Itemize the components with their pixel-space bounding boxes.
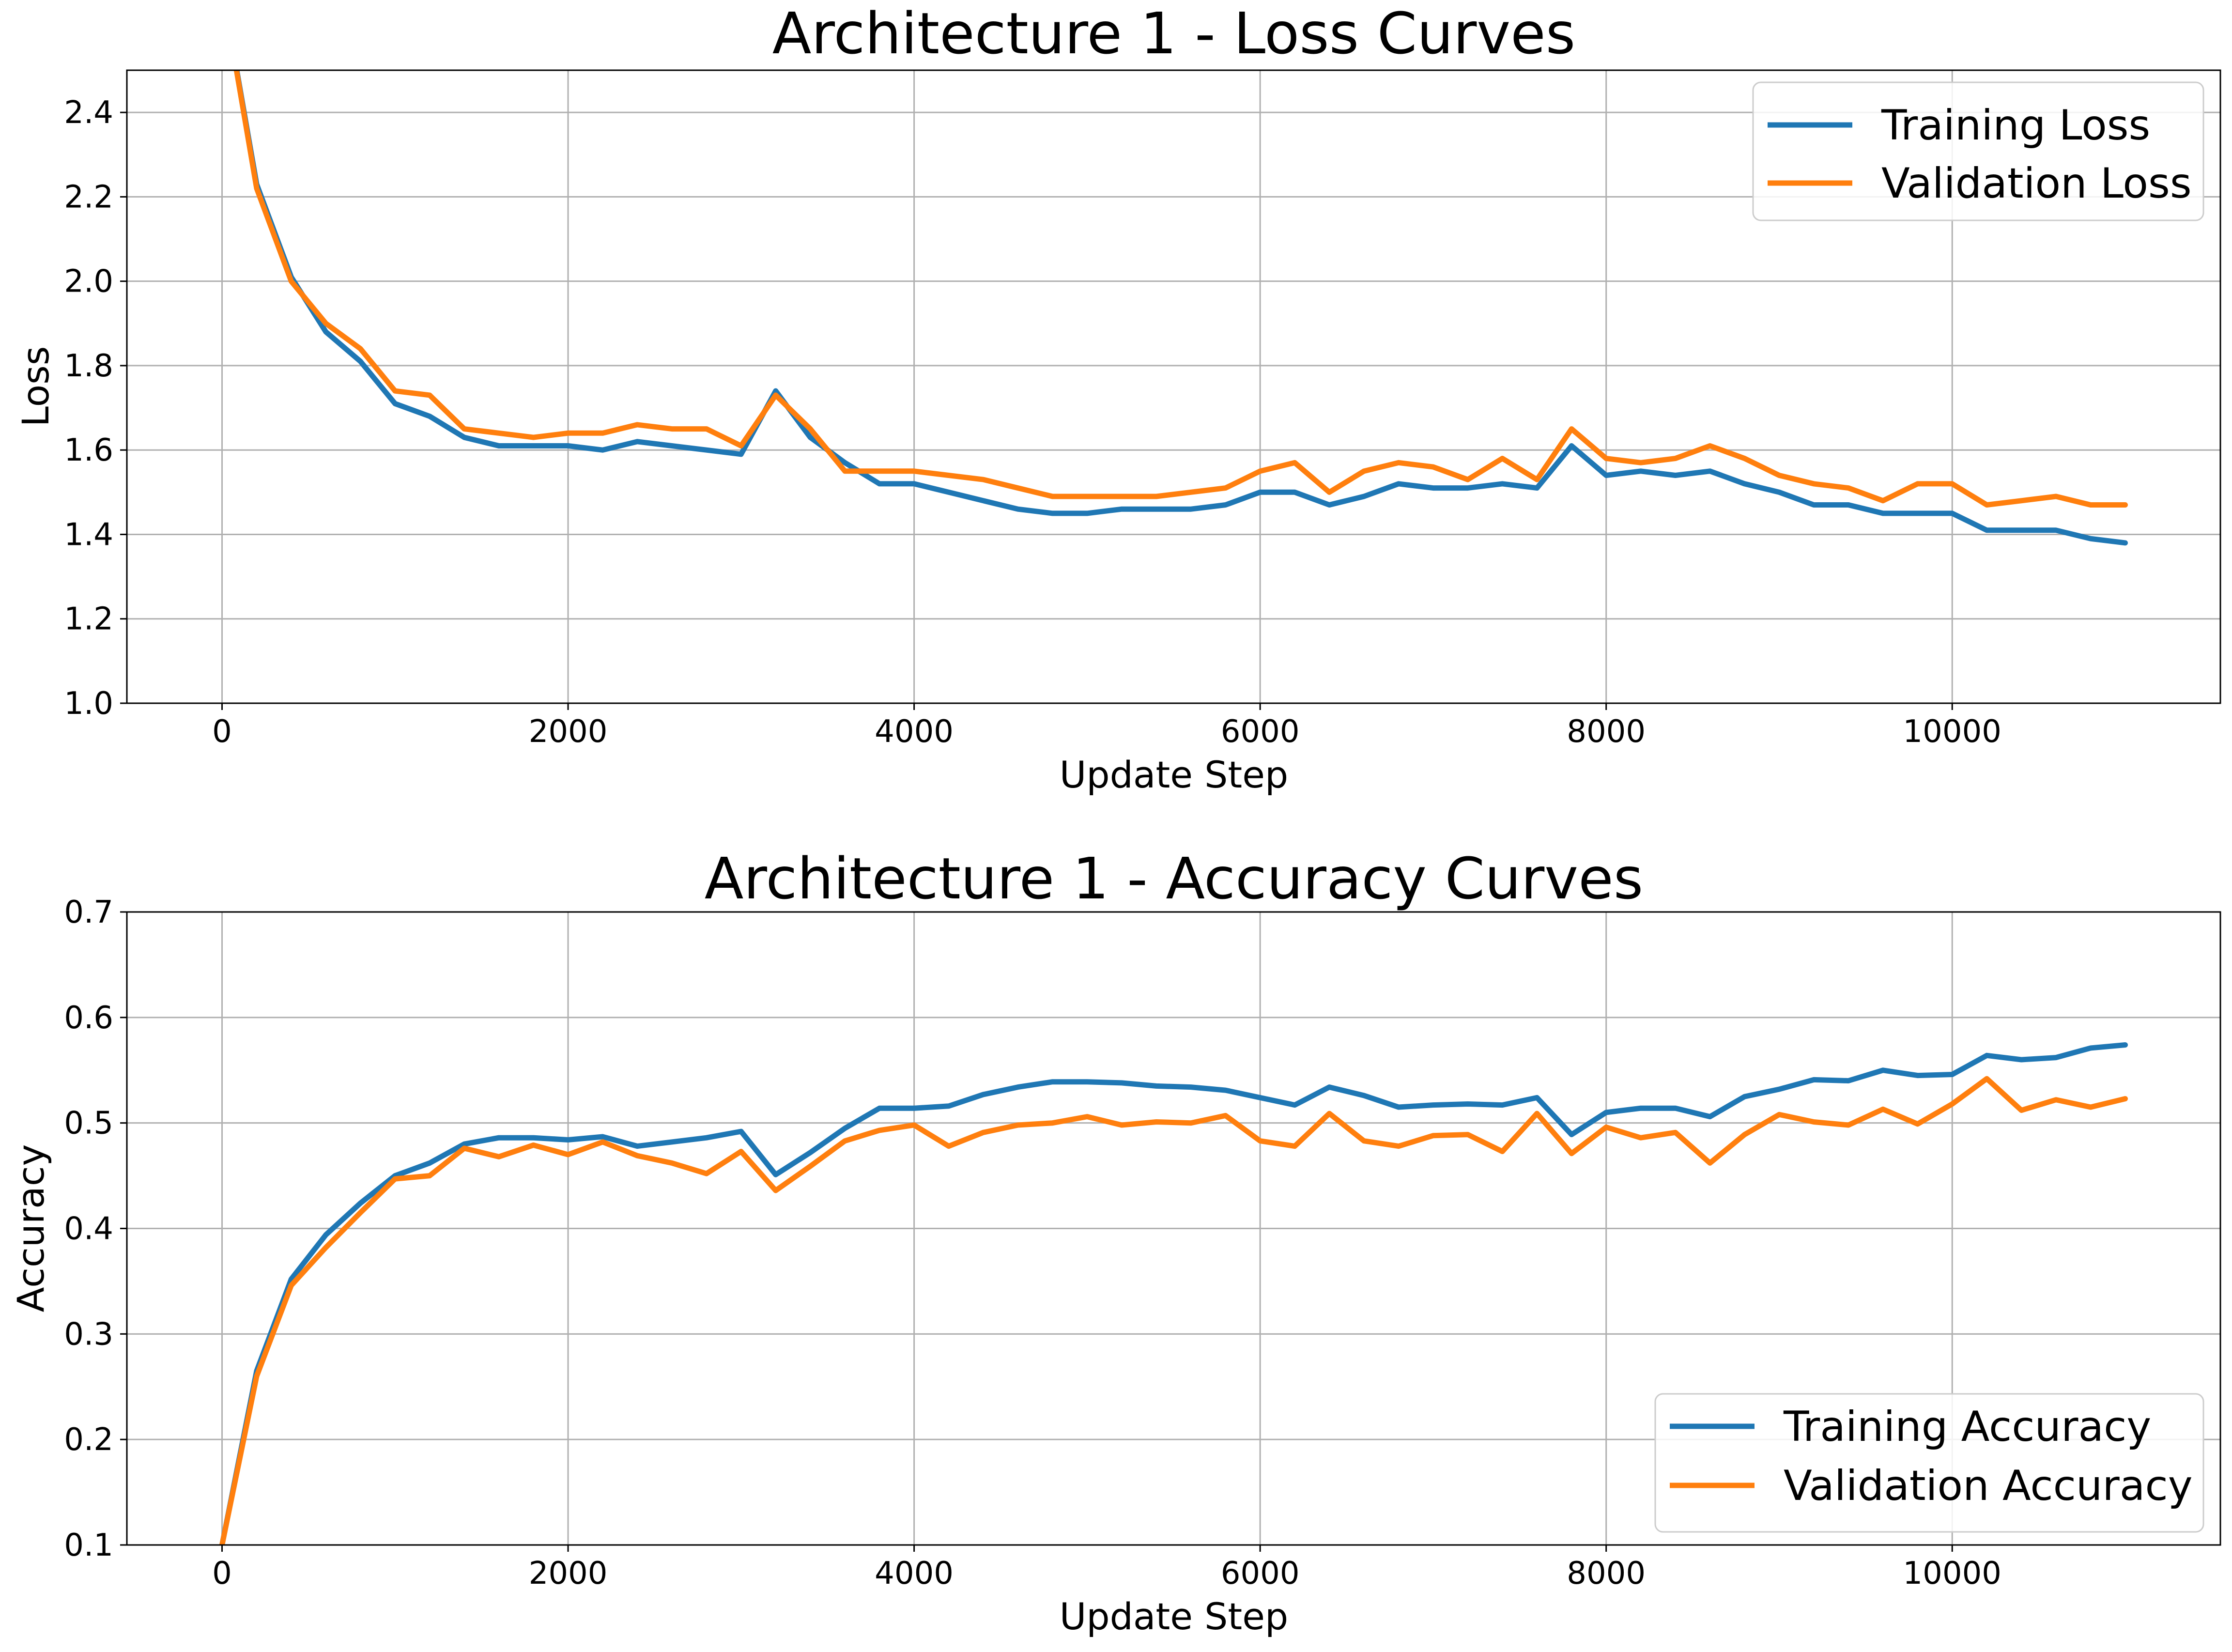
loss-legend-validation-label: Validation Loss bbox=[1881, 159, 2192, 208]
accuracy-x-tick-label: 4000 bbox=[875, 1556, 954, 1591]
loss-chart-title: Architecture 1 - Loss Curves bbox=[772, 0, 1576, 67]
accuracy-x-tick-label: 8000 bbox=[1567, 1556, 1646, 1591]
loss-y-tick-label: 1.8 bbox=[64, 348, 113, 384]
accuracy-legend-validation-label: Validation Accuracy bbox=[1784, 1462, 2193, 1510]
accuracy-validation-line bbox=[219, 1076, 2128, 1545]
loss-legend-box bbox=[1752, 81, 2204, 221]
accuracy-legend-training-label: Training Accuracy bbox=[1783, 1403, 2151, 1451]
accuracy-x-tick-label: 0 bbox=[212, 1556, 232, 1591]
accuracy-y-tick-label: 0.1 bbox=[64, 1528, 113, 1563]
loss-y-tick-label: 1.2 bbox=[64, 602, 113, 637]
loss-plot-frame bbox=[126, 69, 2221, 704]
accuracy-y-tick-label: 0.2 bbox=[64, 1422, 113, 1458]
loss-x-axis-label: Update Step bbox=[1060, 753, 1288, 796]
loss-series-group bbox=[233, 70, 2128, 546]
accuracy-ticks: 0 2000 4000 6000 8000 10000 0.1 0.2 0.3 0.4 0.5 0.6… bbox=[64, 895, 2001, 1591]
loss-y-tick-label: 1.4 bbox=[64, 517, 113, 553]
accuracy-x-axis-label: Update Step bbox=[1060, 1595, 1288, 1638]
loss-y-tick-label: 2.2 bbox=[64, 179, 113, 215]
loss-y-tick-label: 2.4 bbox=[64, 95, 113, 131]
accuracy-y-tick-label: 0.5 bbox=[64, 1106, 113, 1142]
loss-x-tick-label: 2000 bbox=[529, 714, 608, 750]
loss-y-tick-label: 1.0 bbox=[64, 686, 113, 722]
accuracy-chart-title: Architecture 1 - Accuracy Curves bbox=[705, 845, 1643, 912]
loss-validation-line bbox=[233, 70, 2128, 508]
loss-training-line bbox=[234, 70, 2128, 546]
loss-legend-training-label: Training Loss bbox=[1881, 101, 2150, 150]
accuracy-y-tick-label: 0.6 bbox=[64, 1000, 113, 1036]
accuracy-legend-box bbox=[1654, 1393, 2204, 1533]
accuracy-y-tick-label: 0.7 bbox=[64, 895, 113, 930]
accuracy-series-group bbox=[219, 1042, 2128, 1545]
loss-x-tick-label: 6000 bbox=[1221, 714, 1300, 750]
accuracy-y-tick-label: 0.3 bbox=[64, 1316, 113, 1352]
accuracy-x-tick-label: 2000 bbox=[529, 1556, 608, 1591]
accuracy-y-axis-label: Accuracy bbox=[9, 1144, 52, 1312]
accuracy-x-tick-label: 6000 bbox=[1221, 1556, 1300, 1591]
loss-y-axis-label: Loss bbox=[14, 346, 57, 427]
accuracy-legend: Training Accuracy Validation Accuracy bbox=[1654, 1393, 2204, 1533]
loss-ticks: 0 2000 4000 6000 8000 10000 1.0 1.2 1.4 1.6 1.8 2.0… bbox=[64, 95, 2001, 750]
loss-legend: Training Loss Validation Loss bbox=[1752, 81, 2204, 221]
loss-chart-panel: Architecture 1 - Loss Curves 0 2000 4000 60… bbox=[14, 0, 2221, 796]
accuracy-x-tick-label: 10000 bbox=[1903, 1556, 2001, 1591]
loss-y-tick-label: 2.0 bbox=[64, 264, 113, 300]
accuracy-y-tick-label: 0.4 bbox=[64, 1211, 113, 1247]
loss-x-tick-label: 4000 bbox=[875, 714, 954, 750]
loss-x-tick-label: 10000 bbox=[1903, 714, 2001, 750]
loss-x-tick-label: 0 bbox=[212, 714, 232, 750]
accuracy-training-line bbox=[219, 1042, 2128, 1545]
loss-y-tick-label: 1.6 bbox=[64, 432, 113, 468]
loss-x-tick-label: 8000 bbox=[1567, 714, 1646, 750]
accuracy-chart-panel: Architecture 1 - Accuracy Curves 0 2000 40… bbox=[9, 845, 2221, 1638]
